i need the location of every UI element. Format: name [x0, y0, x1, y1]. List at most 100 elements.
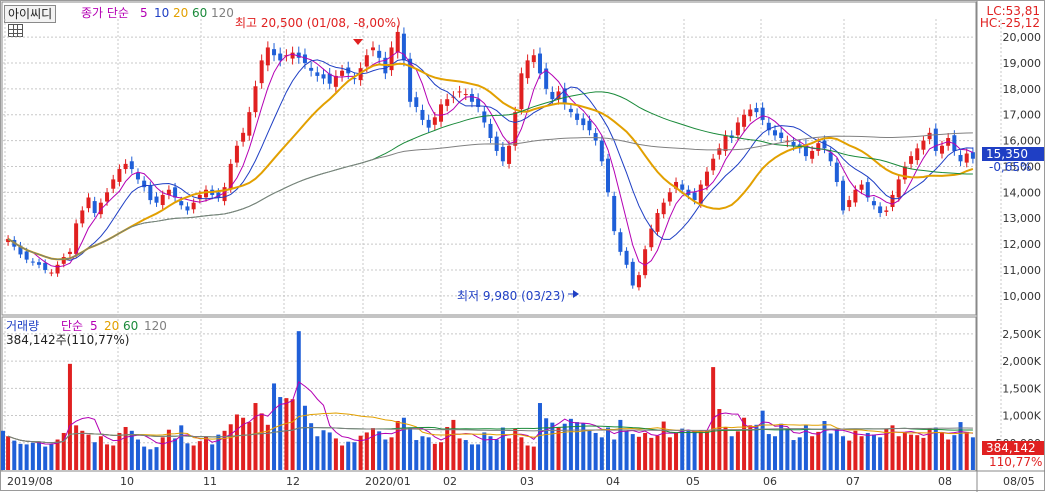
- volume-bar: [630, 434, 635, 470]
- volume-axis-label: 2,000K: [1002, 355, 1041, 368]
- volume-bar: [445, 426, 450, 470]
- candle-body: [803, 144, 808, 157]
- candle-body: [921, 140, 926, 150]
- candle-body: [556, 91, 561, 100]
- volume-bar: [698, 431, 703, 470]
- candle-body: [228, 163, 233, 189]
- volume-legend-label: 거래량: [6, 319, 40, 333]
- candle-body: [958, 154, 963, 162]
- volume-bar: [463, 440, 468, 470]
- candle-body: [439, 104, 444, 122]
- candle-body: [810, 150, 815, 159]
- volume-bar: [760, 410, 765, 470]
- volume-bar: [791, 440, 796, 470]
- candle-body: [197, 194, 202, 200]
- volume-bar: [704, 430, 709, 470]
- volume-bar: [692, 431, 697, 470]
- stock-name-box[interactable]: 아이씨디: [4, 5, 57, 23]
- volume-bar: [135, 439, 140, 470]
- volume-bar: [457, 438, 462, 470]
- candle-body: [74, 223, 79, 254]
- volume-bar: [649, 437, 654, 470]
- candle-body: [24, 251, 29, 260]
- candle-body: [204, 189, 209, 198]
- volume-bar: [55, 439, 60, 470]
- candle-body: [179, 201, 184, 206]
- candle-body: [772, 130, 777, 136]
- volume-current: 384,142주(110,77%): [6, 333, 130, 347]
- volume-bar: [340, 445, 345, 470]
- candle-body: [61, 257, 66, 264]
- volume-ma-line: [7, 412, 973, 444]
- candle-body: [933, 128, 938, 151]
- volume-legend-sub: 단순: [61, 319, 84, 333]
- candle-body: [6, 238, 11, 243]
- candle-body: [847, 200, 852, 208]
- candle-body: [537, 53, 542, 74]
- x-axis-label: 02: [443, 475, 457, 488]
- volume-bar: [1, 432, 5, 470]
- candle-body: [822, 140, 827, 149]
- volume-bar: [766, 434, 771, 470]
- candle-body: [222, 187, 227, 202]
- candle-body: [482, 111, 487, 123]
- candle-body: [92, 201, 97, 214]
- volume-bar: [377, 431, 382, 470]
- candle-body: [525, 60, 530, 79]
- candle-body: [599, 140, 604, 162]
- candle-body: [420, 109, 425, 120]
- candle-body: [828, 152, 833, 162]
- volume-bar: [946, 439, 951, 470]
- volume-bar: [451, 419, 456, 470]
- volume-bar: [643, 432, 648, 470]
- volume-bar: [933, 427, 938, 470]
- candle-body: [185, 206, 190, 211]
- candle-body: [531, 55, 536, 63]
- price-ma-line: [7, 132, 973, 260]
- price-ma-line: [7, 51, 974, 268]
- price-axis-label: 16,000: [1003, 135, 1042, 148]
- volume-bar: [909, 434, 914, 470]
- candle-body: [698, 184, 703, 204]
- candle-body: [939, 145, 944, 154]
- price-ma-5: 5: [140, 6, 148, 20]
- volume-bar: [810, 436, 815, 470]
- volume-bar: [439, 442, 444, 470]
- volume-bar: [352, 442, 357, 470]
- x-axis-label: 08: [938, 475, 952, 488]
- candle-body: [414, 97, 419, 107]
- volume-bar: [636, 436, 641, 470]
- volume-bar: [779, 423, 784, 470]
- volume-bar: [612, 439, 617, 470]
- price-ma-60: 60: [192, 6, 208, 20]
- volume-bar: [210, 444, 215, 470]
- volume-bar: [259, 413, 264, 470]
- candle-body: [748, 109, 753, 117]
- price-legend-label: 종가 단순: [81, 6, 129, 20]
- candle-body: [704, 171, 709, 186]
- price-ma-10: 10: [154, 6, 170, 20]
- volume-bar: [841, 436, 846, 470]
- volume-bar: [142, 446, 147, 470]
- volume-bar: [915, 435, 920, 470]
- volume-bar: [414, 440, 419, 470]
- grid-icon[interactable]: [8, 24, 23, 37]
- candle-body: [135, 172, 140, 180]
- candle-body: [327, 73, 332, 84]
- candle-body: [148, 185, 153, 201]
- volume-bar: [67, 363, 72, 470]
- candle-body: [896, 179, 901, 198]
- price-ma-line: [7, 62, 974, 261]
- candle-body: [791, 141, 796, 146]
- x-axis-label: 04: [606, 475, 620, 488]
- volume-bar: [661, 421, 666, 470]
- candle-body: [321, 74, 326, 79]
- volume-bar: [902, 432, 907, 470]
- volume-bar: [395, 421, 400, 470]
- volume-bar: [927, 428, 932, 470]
- candle-body: [370, 47, 375, 51]
- candle-body: [834, 162, 839, 182]
- volume-percent: 110,77%: [989, 455, 1043, 469]
- volume-bar: [290, 399, 295, 470]
